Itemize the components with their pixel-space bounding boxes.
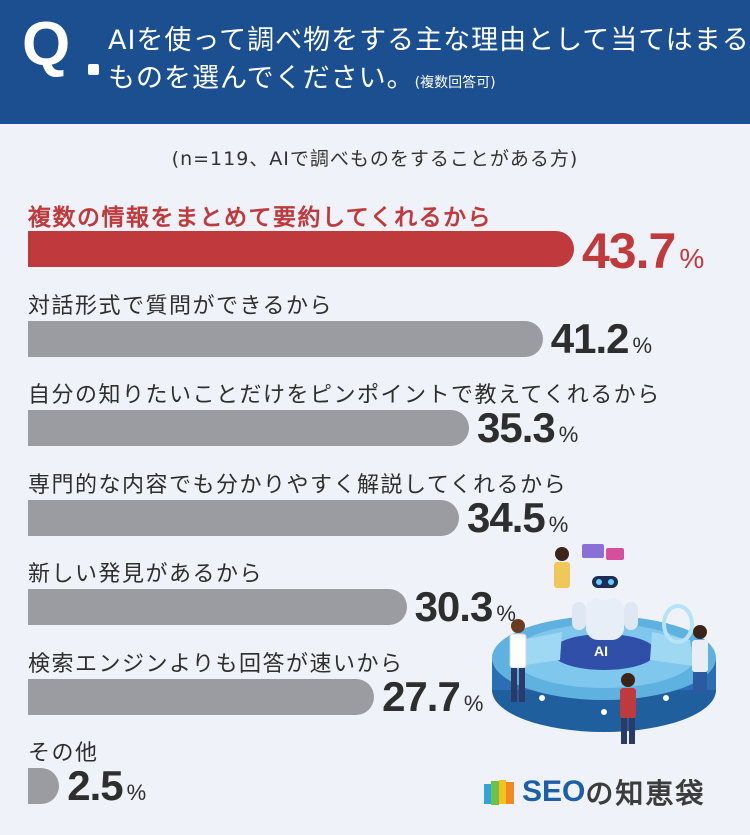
value-label-4: 34.5% — [467, 493, 569, 541]
bar-4 — [28, 499, 460, 536]
logo-rest-text: の知恵袋 — [585, 777, 706, 810]
logo-seo-text: SEO — [522, 775, 586, 808]
value-number-2: 41.2 — [550, 314, 630, 362]
value-label-6: 27.7% — [382, 672, 484, 720]
sample-size-note: (n=119、AIで調べものをすることがある方) — [171, 148, 579, 170]
ai-robot-illustration: AI — [492, 544, 716, 744]
value-label-3: 35.3% — [477, 407, 578, 449]
value-number-6: 27.7 — [382, 672, 461, 720]
bar-label-1: 複数の情報をまとめて要約してくれるから — [28, 205, 493, 231]
question-line-2: ものを選んでください。(複数回答可) — [108, 62, 496, 100]
bar-label-2: 対話形式で質問ができるから — [28, 293, 334, 319]
svg-text:AI: AI — [594, 643, 608, 659]
value-label-2: 41.2% — [550, 314, 653, 362]
seo-chiebukuro-logo: SEO の知恵袋 — [484, 772, 705, 812]
value-number-3: 35.3 — [477, 404, 556, 451]
percent-sign-2: % — [632, 332, 653, 358]
q-mark-dot — [88, 64, 99, 75]
question-line-2-text: ものを選んでください。 — [108, 63, 415, 94]
value-number-5: 30.3 — [414, 583, 494, 630]
percent-sign-3: % — [558, 422, 579, 447]
percent-sign-5: % — [496, 601, 516, 626]
bar-label-3: 自分の知りたいことだけをピンポイントで教えてくれるから — [28, 383, 661, 408]
bar-label-6: 検索エンジンよりも回答が速いから — [28, 651, 404, 677]
question-header: Q AIを使って調べ物をする主な理由として当てはまる ものを選んでください。(複… — [0, 0, 750, 124]
value-number-1: 43.7 — [582, 223, 676, 279]
percent-sign-4: % — [548, 511, 569, 537]
colored-bars-logo-icon — [484, 780, 514, 805]
value-label-5: 30.3% — [415, 586, 516, 628]
value-label-1: 43.7% — [582, 226, 704, 276]
bar-6 — [28, 678, 375, 715]
bar-label-7: その他 — [28, 741, 99, 766]
question-note: (複数回答可) — [414, 75, 496, 91]
bar-5 — [28, 589, 407, 625]
question-line-1: AIを使って調べ物をする主な理由として当てはまる — [108, 25, 750, 56]
percent-sign-7: % — [126, 780, 147, 805]
bar-1 — [28, 231, 574, 267]
value-label-7: 2.5% — [67, 765, 146, 807]
bar-7 — [28, 768, 60, 804]
bar-3 — [28, 410, 470, 446]
value-number-7: 2.5 — [67, 762, 123, 809]
bar-2 — [28, 320, 543, 357]
percent-sign-1: % — [679, 243, 705, 274]
value-number-4: 34.5 — [467, 493, 546, 541]
q-mark: Q — [22, 10, 71, 79]
percent-sign-6: % — [463, 690, 484, 716]
bar-label-5: 新しい発見があるから — [28, 562, 264, 587]
bar-label-4: 専門的な内容でも分かりやすく解説してくれるから — [28, 472, 568, 498]
